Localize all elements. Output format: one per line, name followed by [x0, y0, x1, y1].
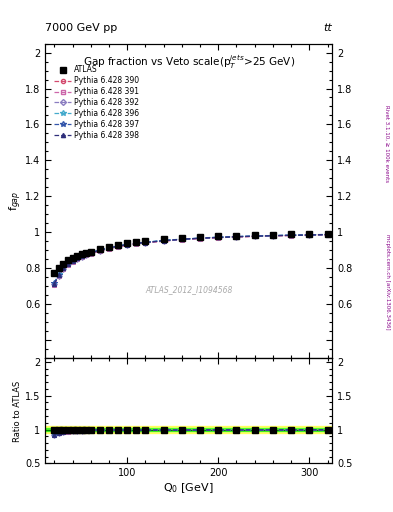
- Text: Gap fraction vs Veto scale(p$_T^{jets}$>25 GeV): Gap fraction vs Veto scale(p$_T^{jets}$>…: [83, 53, 295, 71]
- Bar: [45, 426, 332, 433]
- Legend: ATLAS, Pythia 6.428 390, Pythia 6.428 391, Pythia 6.428 392, Pythia 6.428 396, P: ATLAS, Pythia 6.428 390, Pythia 6.428 39…: [52, 63, 141, 142]
- Text: ATLAS_2012_I1094568: ATLAS_2012_I1094568: [145, 285, 232, 293]
- Y-axis label: f$_{gap}$: f$_{gap}$: [7, 191, 24, 211]
- Y-axis label: Ratio to ATLAS: Ratio to ATLAS: [13, 380, 22, 441]
- X-axis label: Q$_0$ [GeV]: Q$_0$ [GeV]: [163, 481, 214, 495]
- Bar: [45, 428, 332, 431]
- Text: tt: tt: [323, 23, 332, 33]
- Text: mcplots.cern.ch [arXiv:1306.3436]: mcplots.cern.ch [arXiv:1306.3436]: [385, 234, 389, 329]
- Text: 7000 GeV pp: 7000 GeV pp: [45, 23, 118, 33]
- Text: Rivet 3.1.10, ≥ 100k events: Rivet 3.1.10, ≥ 100k events: [385, 105, 389, 182]
